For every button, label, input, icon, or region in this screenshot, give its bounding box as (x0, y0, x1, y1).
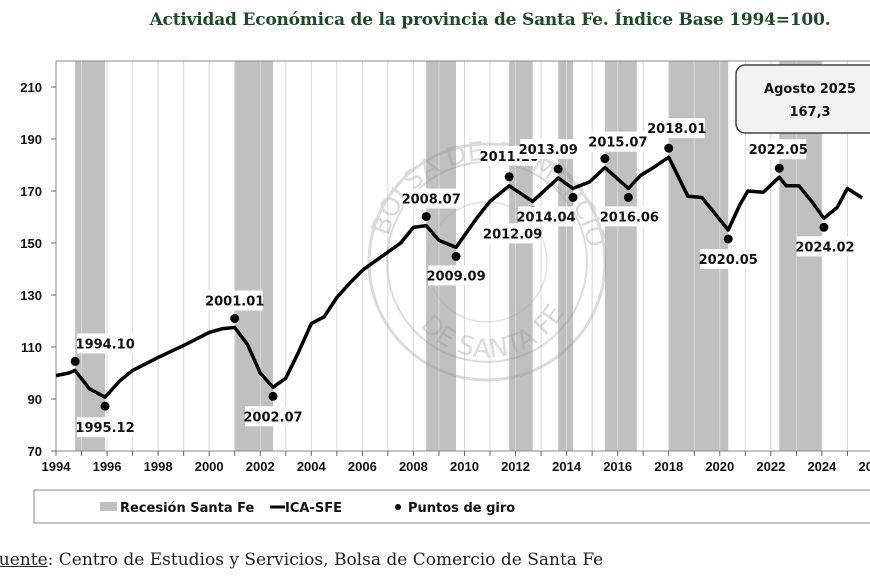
recession-band (75, 61, 106, 451)
x-tick-label: 1998 (144, 459, 173, 474)
y-tick-label: 110 (21, 340, 42, 355)
turning-point-dot (553, 164, 563, 174)
x-tick-label: 2018 (654, 459, 683, 474)
turning-point-label-bg (484, 223, 541, 244)
y-tick-label: 150 (20, 236, 42, 251)
x-tick-label: 2026 (858, 459, 870, 474)
turning-point-label: 2009.09 (426, 269, 485, 284)
turning-point-dot (623, 192, 633, 202)
chart-title: Actividad Económica de la provincia de S… (149, 10, 831, 30)
series-line-ica-sfe (55, 155, 864, 399)
turning-point-dot (600, 154, 610, 164)
x-tick-label: 1994 (42, 459, 72, 474)
turning-point-label: 2020.05 (699, 253, 758, 268)
x-tick-label: 2008 (399, 459, 428, 474)
legend: Recesión Santa Fe ICA-SFE Puntos de giro (33, 489, 870, 524)
turning-point-dot (504, 172, 514, 182)
turning-point-label-bg (428, 265, 485, 286)
turning-point-label: 2002.07 (243, 410, 302, 425)
turning-points: 1994.10 1995.12 2001.01 2002.07 2008.07 2009.… (70, 118, 855, 438)
y-axis-ticks: 70 90 110 130 150 170 190 210 (20, 80, 56, 459)
recession-band (509, 61, 533, 451)
x-tick-label: 2006 (348, 459, 377, 474)
annotation-line2: 167,3 (789, 105, 830, 120)
annotation-box: Agosto 2025 167,3 (735, 64, 870, 134)
turning-point-label-bg (750, 139, 807, 160)
recession-band (558, 61, 573, 451)
turning-point-label-bg (796, 236, 853, 257)
turning-point-dot (664, 143, 674, 153)
source-note: Fuente: Centro de Estudios y Servicios, … (0, 550, 603, 570)
turning-point-label: 2016.06 (600, 210, 659, 225)
turning-point-label: 1994.10 (76, 337, 135, 352)
turning-point-label-bg (77, 333, 134, 354)
turning-point-dot (70, 356, 80, 366)
turning-point-label-bg (601, 206, 658, 227)
recession-band (426, 61, 457, 451)
y-tick-label: 70 (28, 444, 42, 459)
watermark-seal: BOLSA DE COMERCIO DE SANTA FE (366, 137, 611, 382)
y-tick-label: 170 (20, 184, 42, 199)
turning-point-dot (100, 401, 110, 411)
turning-point-label: 2015.07 (588, 136, 647, 151)
y-tick-label: 210 (20, 80, 42, 95)
x-tick-label: 2022 (756, 459, 785, 474)
turning-point-label-bg (520, 139, 577, 159)
turning-point-label: 1995.12 (75, 421, 134, 436)
turning-point-dot (568, 192, 578, 202)
turning-point-label: 2012.09 (483, 227, 542, 242)
turning-point-dot (451, 251, 461, 261)
turning-point-label: 2001.01 (205, 295, 264, 310)
turning-point-label: 2008.07 (402, 193, 461, 208)
turning-point-label-bg (245, 406, 302, 427)
turning-point-label-bg (648, 118, 705, 139)
legend-dot-swatch (395, 504, 401, 510)
x-tick-label: 2004 (297, 459, 327, 474)
turning-point-dot (268, 391, 278, 401)
x-axis-ticks: 1994 1996 1998 2000 2002 2004 2006 2008 2010 2012… (42, 451, 870, 474)
turning-point-label: 2024.02 (795, 240, 854, 255)
legend-line-label: ICA-SFE (285, 501, 342, 516)
y-tick-label: 190 (20, 132, 42, 147)
x-tick-label: 2012 (501, 459, 530, 474)
y-tick-label: 90 (28, 392, 42, 407)
turning-point-dot (230, 314, 240, 323)
legend-dot-label: Puntos de giro (408, 501, 515, 516)
legend-recession-swatch (100, 502, 117, 511)
y-tick-label: 130 (20, 288, 42, 303)
chart: BOLSA DE COMERCIO DE SANTA FE 70 90 110 130… (20, 60, 870, 524)
x-tick-label: 2016 (603, 459, 632, 474)
annotation-line1: Agosto 2025 (764, 82, 856, 97)
turning-point-dot (819, 222, 829, 232)
gridlines (81, 61, 848, 451)
x-tick-label: 2014 (552, 459, 582, 474)
turning-point-label: 2022.05 (749, 143, 808, 158)
turning-point-dot (723, 234, 733, 244)
turning-point-label-bg (206, 290, 263, 311)
turning-point-label-bg (517, 206, 574, 227)
turning-point-label-bg (589, 131, 646, 152)
turning-point-label-bg (700, 249, 757, 269)
recession-band (234, 61, 274, 451)
legend-recession-label: Recesión Santa Fe (120, 501, 255, 516)
turning-point-dot (421, 212, 431, 222)
turning-point-label: 2014.04 (516, 210, 575, 225)
turning-point-label: 2018.01 (647, 122, 706, 137)
x-tick-label: 2010 (450, 459, 479, 474)
source-text: : Centro de Estudios y Servicios, Bolsa … (47, 550, 604, 570)
x-tick-label: 1996 (93, 459, 122, 474)
turning-point-label: 2013.09 (519, 143, 578, 158)
x-tick-label: 2020 (705, 459, 734, 474)
turning-point-label-bg (77, 417, 134, 438)
x-tick-label: 2002 (246, 459, 275, 474)
recession-band (604, 61, 637, 451)
turning-point-dot (774, 163, 784, 173)
x-tick-label: 2024 (807, 459, 837, 474)
x-tick-label: 2000 (195, 459, 224, 474)
source-label: Fuente (0, 550, 48, 570)
turning-point-label-bg (403, 188, 460, 209)
